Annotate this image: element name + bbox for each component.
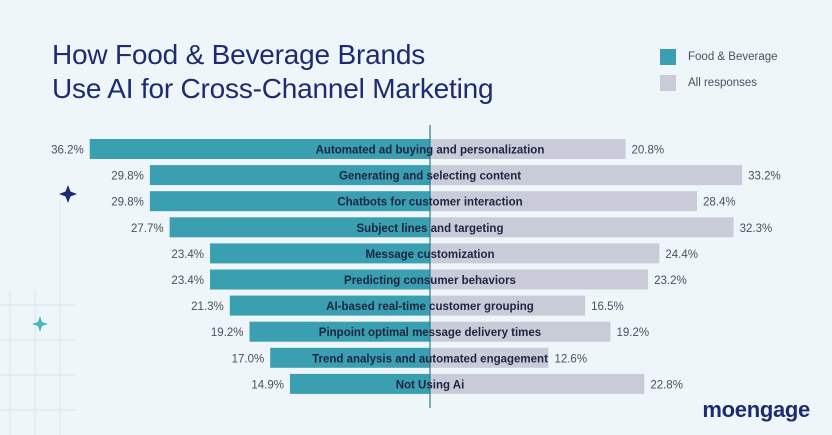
value-label-all-responses: 33.2% xyxy=(748,171,781,183)
bar-all-responses xyxy=(430,347,549,368)
bar-all-responses xyxy=(430,295,586,316)
bar-all-responses xyxy=(430,321,611,342)
bar-food-beverage xyxy=(89,139,430,159)
category-label: Trend analysis and automated engagement xyxy=(312,353,548,365)
value-label-all-responses: 23.2% xyxy=(654,275,687,287)
page-title: How Food & Beverage Brands Use AI for Cr… xyxy=(52,38,494,106)
legend-item-food-beverage: Food & Beverage xyxy=(660,48,778,66)
bar-all-responses xyxy=(430,243,660,264)
bar-food-beverage xyxy=(149,191,430,212)
value-label-food-beverage: 29.8% xyxy=(111,197,144,209)
decorative-grid xyxy=(0,200,75,435)
value-label-food-beverage: 36.2% xyxy=(51,145,84,157)
bar-food-beverage xyxy=(210,269,430,290)
value-label-food-beverage: 21.3% xyxy=(191,301,224,313)
bar-food-beverage xyxy=(270,347,430,368)
bar-all-responses xyxy=(430,191,697,212)
category-label: Not Using Ai xyxy=(396,379,465,391)
bar-all-responses xyxy=(430,373,645,394)
sparkle-star-icon-small xyxy=(32,316,48,332)
category-label: Message customization xyxy=(365,249,494,261)
bar-food-beverage xyxy=(210,243,430,264)
moengage-logo: moengage xyxy=(702,397,810,422)
legend-label: Food & Beverage xyxy=(688,51,778,63)
value-label-food-beverage: 27.7% xyxy=(131,223,164,235)
value-label-all-responses: 20.8% xyxy=(632,145,665,157)
bar-all-responses xyxy=(430,269,649,290)
value-label-food-beverage: 23.4% xyxy=(171,249,204,261)
value-label-all-responses: 32.3% xyxy=(740,223,773,235)
value-label-food-beverage: 23.4% xyxy=(171,275,204,287)
category-label: AI-based real-time customer grouping xyxy=(326,301,534,313)
value-label-food-beverage: 19.2% xyxy=(211,327,244,339)
bar-food-beverage xyxy=(289,373,430,394)
value-label-all-responses: 28.4% xyxy=(703,197,736,209)
title-line-2: Use AI for Cross-Channel Marketing xyxy=(52,73,494,104)
legend-label: All responses xyxy=(688,77,758,89)
value-label-food-beverage: 17.0% xyxy=(232,353,265,365)
bar-all-responses xyxy=(430,217,734,238)
category-label: Chatbots for customer interaction xyxy=(337,197,522,209)
category-label: Subject lines and targeting xyxy=(357,223,504,235)
category-label: Automated ad buying and personalization xyxy=(316,145,545,157)
category-label: Predicting consumer behaviors xyxy=(344,275,516,287)
bar-all-responses xyxy=(430,165,743,186)
bar-food-beverage xyxy=(149,165,430,186)
legend-item-all-responses: All responses xyxy=(660,74,778,92)
category-label: Generating and selecting content xyxy=(339,171,521,183)
value-label-food-beverage: 29.8% xyxy=(111,171,144,183)
title-line-1: How Food & Beverage Brands xyxy=(52,39,426,70)
chart-legend: Food & Beverage All responses xyxy=(660,48,778,100)
value-label-all-responses: 19.2% xyxy=(616,327,649,339)
category-label: Pinpoint optimal message delivery times xyxy=(319,327,541,339)
value-label-all-responses: 12.6% xyxy=(554,353,587,365)
bar-food-beverage xyxy=(169,217,430,238)
value-label-all-responses: 24.4% xyxy=(665,249,698,261)
legend-swatch-all-responses xyxy=(660,75,676,91)
bar-all-responses xyxy=(430,139,626,159)
value-label-all-responses: 16.5% xyxy=(591,301,624,313)
sparkle-star-icon xyxy=(59,185,77,203)
legend-swatch-food-beverage xyxy=(660,49,676,65)
bar-food-beverage xyxy=(249,321,430,342)
bar-food-beverage xyxy=(229,295,430,316)
value-label-all-responses: 22.8% xyxy=(650,379,683,391)
value-label-food-beverage: 14.9% xyxy=(251,379,284,391)
